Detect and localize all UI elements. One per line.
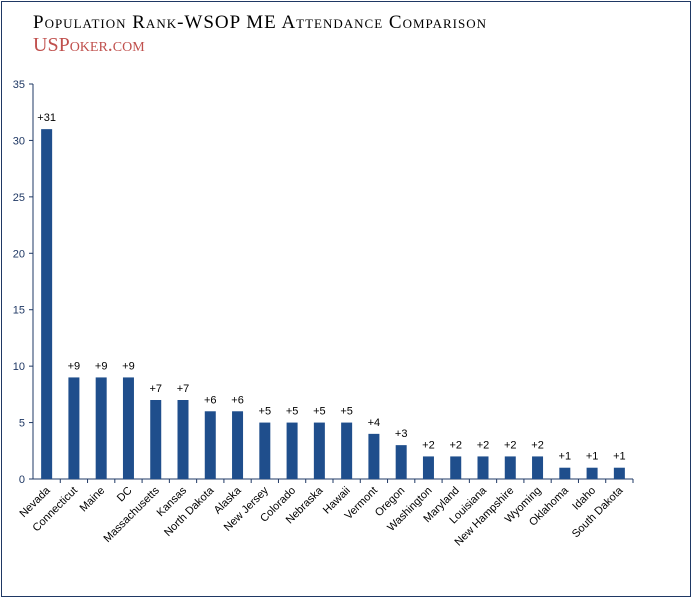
bar-nevada: [41, 129, 53, 479]
data-label: +5: [259, 406, 272, 418]
bar-idaho: [586, 467, 598, 479]
data-label: +1: [613, 451, 626, 463]
data-label: +5: [340, 406, 353, 418]
bar-massachusetts: [150, 400, 162, 479]
data-label: +5: [286, 406, 299, 418]
brand-logo: USPoker.com: [33, 34, 145, 56]
data-label: +6: [204, 394, 217, 406]
bar-hawaii: [341, 422, 353, 479]
data-label: +2: [422, 439, 435, 451]
x-tick-label: Maine: [78, 485, 108, 515]
data-label: +7: [149, 383, 162, 395]
data-label: +2: [531, 439, 544, 451]
bar-washington: [422, 456, 434, 479]
data-label: +6: [231, 394, 244, 406]
bar-oregon: [395, 445, 407, 479]
y-tick-label: 0: [19, 474, 25, 486]
bar-maryland: [450, 456, 462, 479]
data-label: +7: [177, 383, 190, 395]
data-label: +2: [449, 439, 462, 451]
y-tick-label: 30: [13, 135, 25, 147]
data-label: +2: [477, 439, 490, 451]
bar-alaska: [232, 411, 244, 479]
bar-new-jersey: [259, 422, 271, 479]
bar-vermont: [368, 433, 380, 479]
data-label: +31: [37, 112, 56, 124]
bar-louisiana: [477, 456, 489, 479]
data-label: +2: [504, 439, 517, 451]
y-tick-label: 5: [19, 418, 25, 430]
y-tick-label: 25: [13, 192, 25, 204]
bar-colorado: [286, 422, 298, 479]
y-tick-label: 35: [13, 79, 25, 91]
bar-north-dakota: [204, 411, 216, 479]
bar-connecticut: [68, 377, 80, 479]
y-tick-label: 20: [13, 248, 25, 260]
bar-wyoming: [532, 456, 544, 479]
bar-south-dakota: [613, 467, 625, 479]
data-label: +4: [368, 417, 381, 429]
data-label: +1: [586, 451, 599, 463]
y-tick-label: 10: [13, 361, 25, 373]
bar-kansas: [177, 400, 189, 479]
data-label: +9: [68, 360, 81, 372]
data-label: +3: [395, 428, 408, 440]
data-label: +5: [313, 406, 326, 418]
bar-oklahoma: [559, 467, 571, 479]
bar-new-hampshire: [504, 456, 516, 479]
bar-dc: [122, 377, 134, 479]
chart-title: Population Rank-WSOP ME Attendance Compa…: [33, 12, 487, 33]
y-tick-label: 15: [13, 305, 25, 317]
data-label: +9: [95, 360, 108, 372]
bar-maine: [95, 377, 107, 479]
bar-nebraska: [313, 422, 325, 479]
x-tick-label: DC: [115, 485, 135, 505]
data-label: +1: [559, 451, 572, 463]
data-label: +9: [122, 360, 135, 372]
